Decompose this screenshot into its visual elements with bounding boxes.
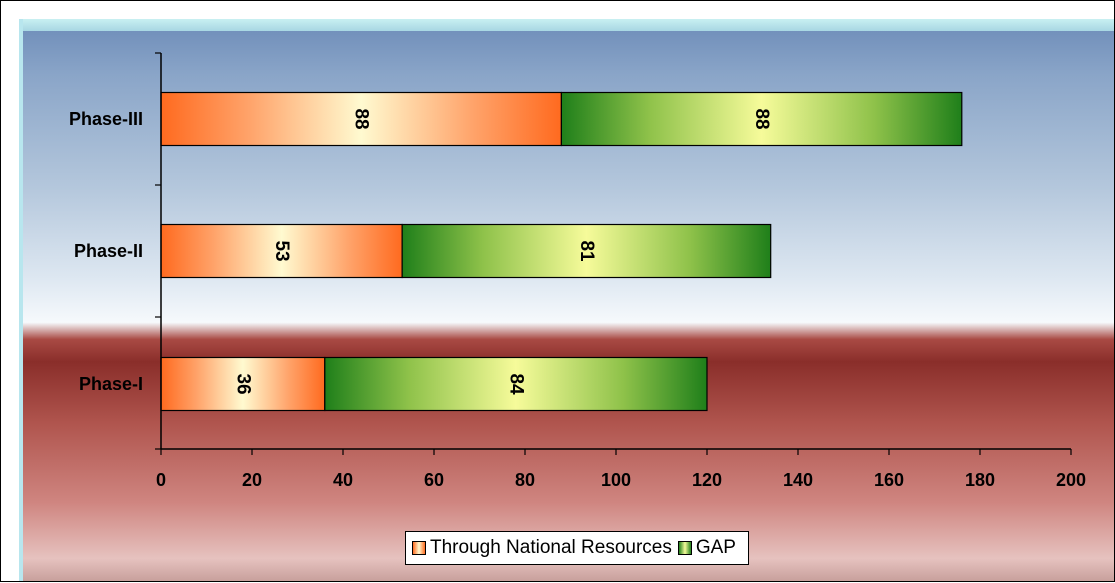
data-label-phase-iii-series-1: 88: [751, 108, 772, 129]
bar-phase-iii-series-1: [560, 91, 963, 147]
category-label-phase-i: Phase-I: [79, 374, 143, 394]
plot-left-strip: [19, 19, 23, 581]
x-tick-label-180: 180: [965, 470, 995, 490]
bar-phase-i-series-1: [324, 356, 708, 412]
legend-item-gap: GAP: [677, 537, 736, 559]
plot-top-strip: [19, 19, 1114, 31]
bar-phase-ii-series-1: [401, 223, 772, 279]
x-tick-label-40: 40: [333, 470, 353, 490]
bars-layer: 36 84 53 81 88 88: [160, 91, 963, 412]
bar-phase-ii-series-0: [160, 223, 403, 279]
legend-swatch-national: [412, 541, 426, 555]
data-label-phase-ii-series-1: 81: [576, 240, 597, 262]
category-label-phase-ii: Phase-II: [74, 241, 143, 261]
legend: Through National Resources GAP: [405, 531, 749, 565]
x-tick-label-80: 80: [515, 470, 535, 490]
legend-swatch-gap: [677, 541, 692, 555]
x-tick-label-140: 140: [783, 470, 813, 490]
data-label-phase-ii-series-0: 53: [271, 240, 292, 261]
legend-item-national: Through National Resources: [412, 537, 672, 559]
x-tick-label-60: 60: [424, 470, 444, 490]
category-label-phase-iii: Phase-III: [69, 109, 143, 129]
data-label-phase-i-series-1: 84: [505, 373, 526, 395]
x-tick-label-0: 0: [156, 470, 166, 490]
data-label-phase-i-series-0: 36: [232, 373, 253, 394]
legend-label-national: Through National Resources: [430, 537, 672, 558]
x-tick-label-160: 160: [874, 470, 904, 490]
bar-phase-iii-series-0: [160, 91, 562, 147]
x-tick-label-200: 200: [1056, 470, 1086, 490]
x-tick-label-120: 120: [692, 470, 722, 490]
legend-label-gap: GAP: [695, 537, 736, 558]
bar-phase-i-series-0: [160, 356, 326, 412]
axis-layer: Phase-I Phase-II Phase-III 0 20 40 60 80 100 120 1…: [69, 52, 1086, 490]
data-label-phase-iii-series-0: 88: [351, 108, 372, 129]
x-tick-label-20: 20: [242, 470, 262, 490]
x-tick-label-100: 100: [601, 470, 631, 490]
